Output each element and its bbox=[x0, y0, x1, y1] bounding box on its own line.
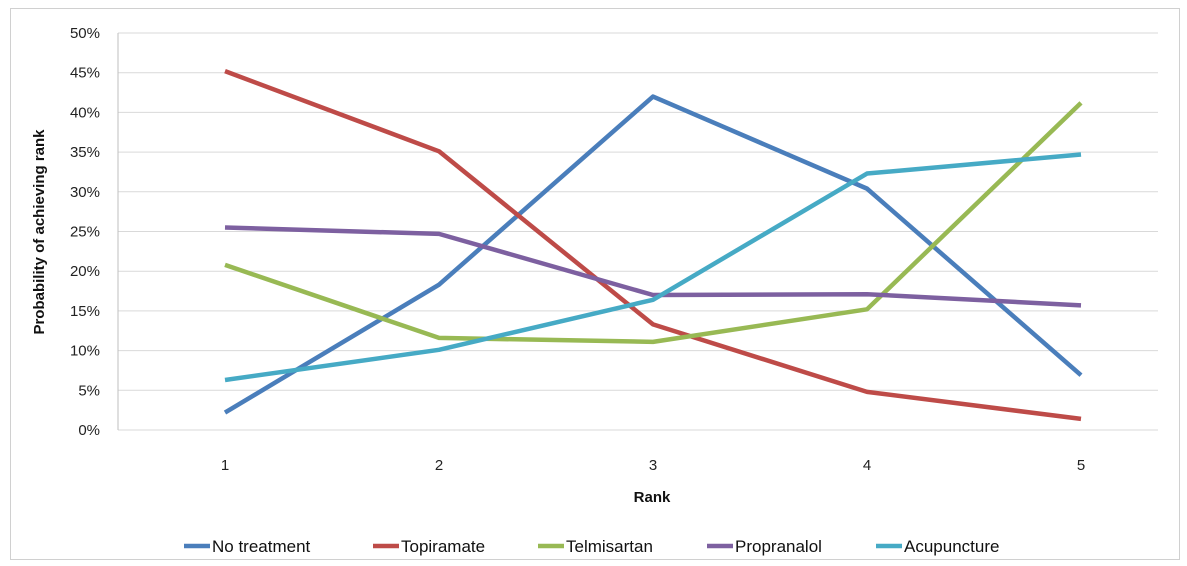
chart-frame bbox=[10, 8, 1180, 560]
y-tick-label: 35% bbox=[70, 144, 100, 161]
y-tick-label: 0% bbox=[78, 422, 100, 439]
x-tick-label: 2 bbox=[435, 457, 443, 474]
x-axis-title: Rank bbox=[634, 489, 671, 506]
y-tick-label: 45% bbox=[70, 65, 100, 82]
series-line-topiramate bbox=[224, 69, 1082, 422]
legend: No treatment Topiramate Telmisartan Propran… bbox=[184, 537, 999, 556]
series-line-no-treatment bbox=[223, 94, 1083, 415]
legend-label: Topiramate bbox=[401, 537, 485, 556]
x-tick-label: 4 bbox=[863, 457, 871, 474]
x-tick-label: 1 bbox=[221, 457, 229, 474]
series-line-telmisartan bbox=[224, 101, 1083, 345]
legend-label: Acupuncture bbox=[904, 537, 999, 556]
y-axis-ticks: 0% 5% 10% 15% 20% 25% 30% 35% 40% 45% 50% bbox=[70, 25, 100, 439]
y-tick-label: 40% bbox=[70, 104, 100, 121]
gridlines bbox=[117, 32, 1158, 431]
series-line-propranalol bbox=[224, 225, 1082, 308]
y-tick-label: 10% bbox=[70, 343, 100, 360]
x-tick-label: 5 bbox=[1077, 457, 1085, 474]
legend-label: No treatment bbox=[212, 537, 311, 556]
y-tick-label: 30% bbox=[70, 184, 100, 201]
y-axis-title: Probability of achieving rank bbox=[31, 129, 48, 335]
x-tick-label: 3 bbox=[649, 457, 657, 474]
y-tick-label: 50% bbox=[70, 25, 100, 42]
y-tick-label: 15% bbox=[70, 303, 100, 320]
series-lines bbox=[223, 69, 1083, 422]
y-tick-label: 5% bbox=[78, 382, 100, 399]
legend-label: Telmisartan bbox=[566, 537, 653, 556]
legend-label: Propranalol bbox=[735, 537, 822, 556]
y-tick-label: 20% bbox=[70, 263, 100, 280]
x-axis-ticks: 1 2 3 4 5 bbox=[221, 457, 1085, 474]
y-tick-label: 25% bbox=[70, 224, 100, 241]
series-line-acupuncture bbox=[224, 152, 1082, 383]
